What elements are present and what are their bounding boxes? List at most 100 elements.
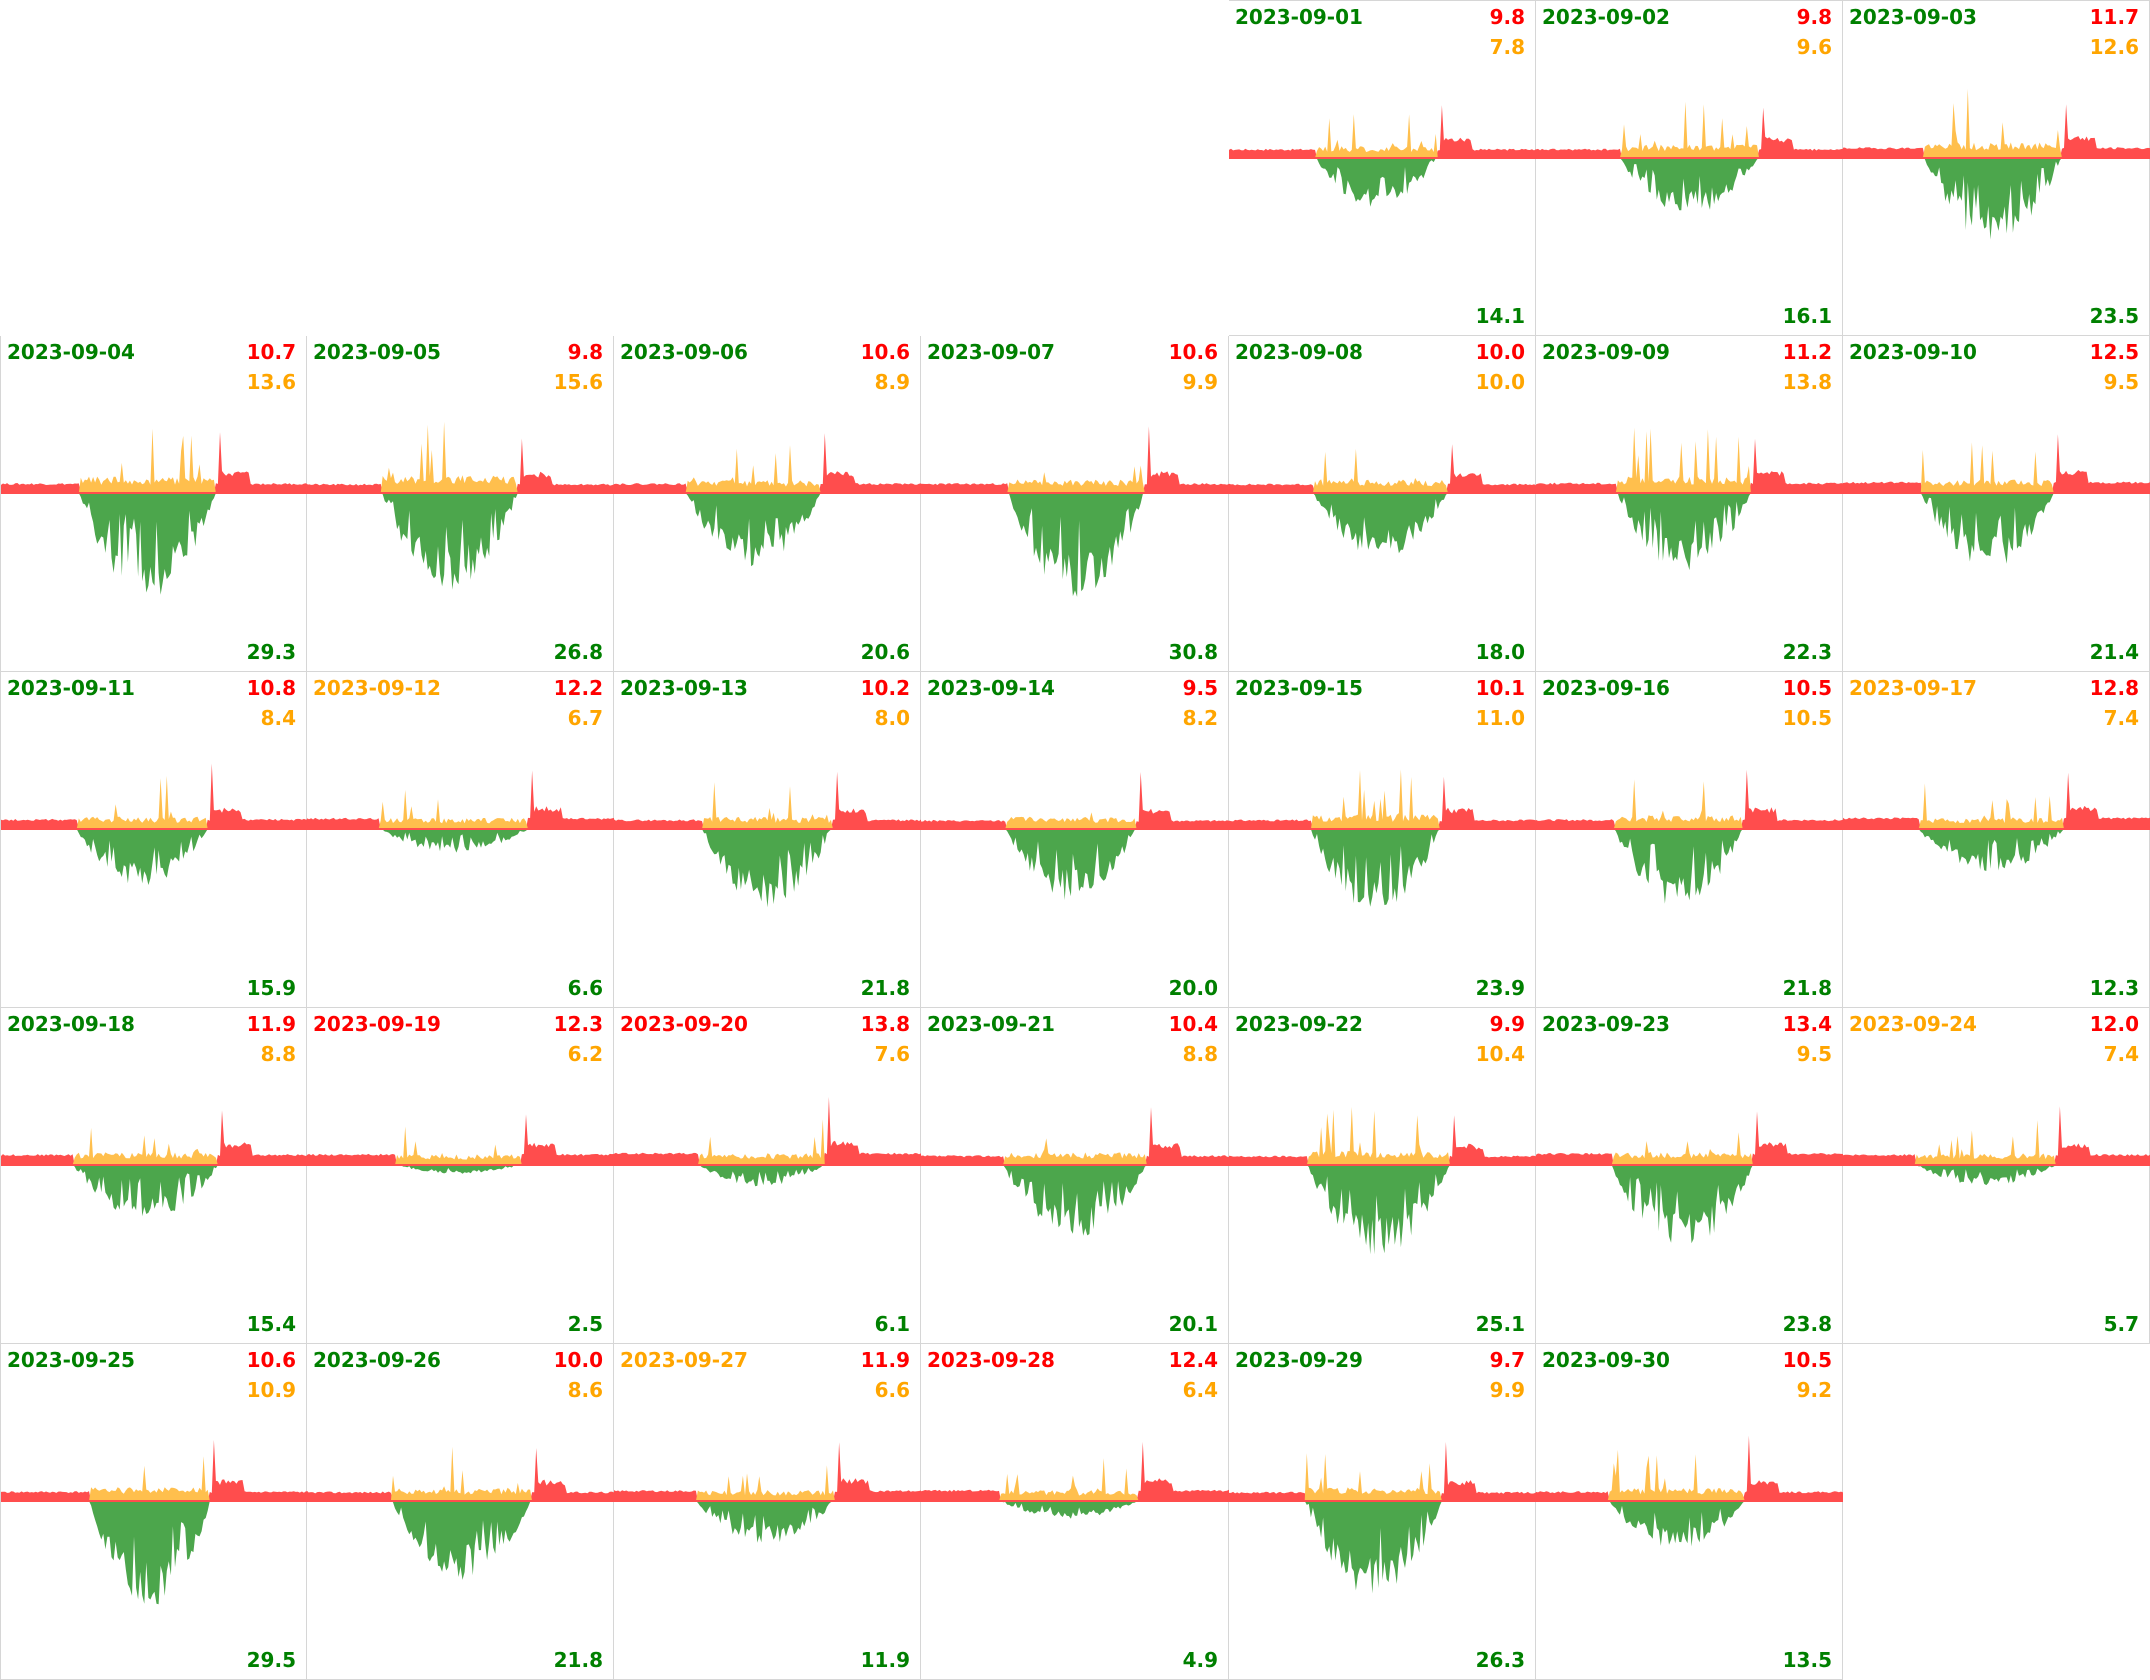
self-consumption-area — [1536, 1132, 1843, 1165]
date-label: 2023-09-04 — [7, 340, 135, 364]
day-chart — [1, 763, 308, 885]
self-consumption-area — [307, 421, 614, 493]
grid-import-area — [614, 771, 921, 829]
day-chart — [307, 1446, 614, 1580]
day-chart — [1536, 769, 1843, 904]
baseline — [921, 1500, 1229, 1502]
day-cell: 2023-09-08 10.0 10.0 18.0 — [1229, 336, 1536, 672]
date-label: 2023-09-19 — [313, 1012, 441, 1036]
grid-import-area — [307, 770, 614, 829]
baseline — [1229, 1164, 1536, 1166]
date-label: 2023-09-26 — [313, 1348, 441, 1372]
grid-import-area — [1843, 1106, 2150, 1165]
grid-import-area — [1, 1110, 308, 1165]
date-label: 2023-09-28 — [927, 1348, 1055, 1372]
grid-export-area — [1843, 829, 2150, 871]
grid-export-value: 11.9 — [860, 1648, 910, 1672]
day-cell: 2023-09-01 9.8 7.8 14.1 — [1229, 0, 1536, 336]
self-consumption-area — [614, 1465, 921, 1501]
grid-export-value: 21.8 — [860, 976, 910, 1000]
baseline — [307, 1164, 614, 1166]
baseline — [1229, 492, 1536, 494]
baseline — [614, 1164, 921, 1166]
grid-import-value: 10.0 — [1475, 340, 1525, 364]
day-chart — [614, 1442, 921, 1543]
baseline — [1, 828, 308, 830]
baseline — [1, 1500, 308, 1502]
grid-import-value: 11.7 — [2089, 5, 2139, 29]
grid-export-value: 23.5 — [2089, 304, 2139, 328]
grid-import-area — [614, 1442, 921, 1501]
day-chart — [1229, 1441, 1536, 1594]
self-consumption-value: 10.9 — [246, 1378, 296, 1402]
grid-export-value: 6.6 — [567, 976, 603, 1000]
grid-export-value: 4.9 — [1182, 1648, 1218, 1672]
day-cell: 2023-09-21 10.4 8.8 20.1 — [921, 1008, 1229, 1344]
baseline — [921, 1164, 1229, 1166]
grid-export-value: 26.8 — [553, 640, 603, 664]
grid-import-value: 12.2 — [553, 676, 603, 700]
baseline — [1536, 828, 1843, 830]
self-consumption-area — [1, 1456, 308, 1501]
day-cell: 2023-09-03 11.7 12.6 23.5 — [1843, 0, 2150, 336]
self-consumption-value: 10.5 — [1782, 706, 1832, 730]
self-consumption-value: 13.8 — [1782, 370, 1832, 394]
grid-import-value: 10.6 — [860, 340, 910, 364]
self-consumption-value: 7.6 — [874, 1042, 910, 1066]
self-consumption-area — [921, 465, 1229, 493]
day-chart — [1536, 1435, 1843, 1547]
baseline — [1536, 157, 1843, 159]
grid-import-value: 9.5 — [1182, 676, 1218, 700]
day-cell: 2023-09-19 12.3 6.2 2.5 — [307, 1008, 614, 1344]
day-chart — [921, 1441, 1229, 1519]
grid-export-value: 2.5 — [567, 1312, 603, 1336]
date-label: 2023-09-16 — [1542, 676, 1670, 700]
grid-import-value: 10.6 — [246, 1348, 296, 1372]
date-label: 2023-09-23 — [1542, 1012, 1670, 1036]
day-chart — [1229, 444, 1536, 554]
grid-export-area — [1843, 1165, 2150, 1186]
self-consumption-area — [614, 1119, 921, 1165]
self-consumption-value: 6.4 — [1182, 1378, 1218, 1402]
day-chart — [1, 1110, 308, 1217]
grid-import-area — [1229, 444, 1536, 493]
grid-import-value: 9.8 — [567, 340, 603, 364]
self-consumption-value: 15.6 — [553, 370, 603, 394]
self-consumption-value: 9.5 — [1796, 1042, 1832, 1066]
baseline — [1229, 1500, 1536, 1502]
grid-export-area — [921, 1501, 1229, 1519]
self-consumption-area — [1843, 88, 2150, 158]
grid-import-area — [921, 1441, 1229, 1501]
day-cell: 2023-09-12 12.2 6.7 6.6 — [307, 672, 614, 1008]
grid-export-area — [1843, 493, 2150, 564]
day-chart — [307, 770, 614, 853]
grid-import-area — [1, 763, 308, 829]
grid-import-value: 13.4 — [1782, 1012, 1832, 1036]
grid-export-area — [1536, 829, 1843, 904]
day-cell: 2023-09-27 11.9 6.6 11.9 — [614, 1344, 921, 1680]
grid-export-area — [1, 1501, 308, 1605]
baseline — [1843, 1164, 2150, 1166]
day-cell: 2023-09-10 12.5 9.5 21.4 — [1843, 336, 2150, 672]
day-chart — [1229, 769, 1536, 907]
grid-import-value: 10.4 — [1168, 1012, 1218, 1036]
grid-import-value: 10.1 — [1475, 676, 1525, 700]
day-chart — [614, 433, 921, 567]
grid-import-area — [1843, 104, 2150, 158]
self-consumption-value: 10.0 — [1475, 370, 1525, 394]
grid-import-area — [921, 426, 1229, 493]
grid-export-area — [921, 829, 1229, 901]
grid-export-area — [1, 493, 308, 595]
day-cell: 2023-09-17 12.8 7.4 12.3 — [1843, 672, 2150, 1008]
day-chart — [1843, 434, 2150, 564]
baseline — [614, 828, 921, 830]
grid-import-area — [1, 432, 308, 493]
grid-export-area — [1843, 158, 2150, 240]
grid-import-value: 10.0 — [553, 1348, 603, 1372]
grid-export-area — [1536, 1165, 1843, 1244]
grid-export-value: 20.0 — [1168, 976, 1218, 1000]
self-consumption-value: 6.7 — [567, 706, 603, 730]
day-cell: 2023-09-25 10.6 10.9 29.5 — [0, 1344, 308, 1680]
day-cell: 2023-09-26 10.0 8.6 21.8 — [307, 1344, 614, 1680]
grid-export-value: 25.1 — [1475, 1312, 1525, 1336]
